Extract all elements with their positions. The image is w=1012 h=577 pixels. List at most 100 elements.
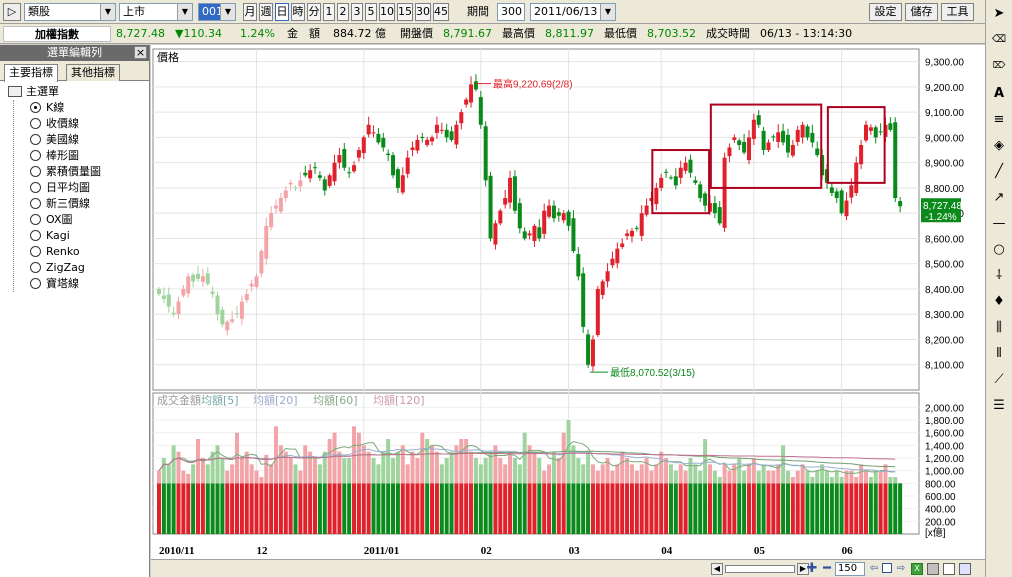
candle-body xyxy=(893,122,898,199)
text-tool-icon[interactable]: A xyxy=(993,86,1005,101)
tree-item-0[interactable]: K線 xyxy=(8,100,149,116)
image-icon[interactable] xyxy=(943,563,955,575)
volume-bar xyxy=(508,451,513,484)
volume-bar-base xyxy=(800,483,805,534)
period-button-12[interactable]: 45 xyxy=(433,3,449,21)
radio-icon[interactable] xyxy=(30,182,41,193)
period-button-8[interactable]: 5 xyxy=(365,3,377,21)
radio-icon[interactable] xyxy=(30,166,41,177)
radio-icon[interactable] xyxy=(30,278,41,289)
period-button-9[interactable]: 10 xyxy=(379,3,395,21)
volume-bar xyxy=(347,458,352,484)
tab-other-indicators[interactable]: 其他指標 xyxy=(66,64,120,81)
radio-icon[interactable] xyxy=(30,134,41,145)
volume-bar xyxy=(244,451,249,484)
fan-tool-icon[interactable]: ⟋ xyxy=(994,372,1004,387)
radio-icon[interactable] xyxy=(30,198,41,209)
period-button-1[interactable]: 週 xyxy=(259,3,273,21)
radio-icon[interactable] xyxy=(30,230,41,241)
period-tool-icon[interactable]: ⫼ xyxy=(996,320,1002,335)
zoom-out-icon[interactable]: ━ xyxy=(823,561,831,576)
erase-all-icon[interactable]: ⌦ xyxy=(992,61,1006,71)
tree-item-6[interactable]: 新三價線 xyxy=(8,196,149,212)
code-select[interactable]: 001 ▼ xyxy=(198,3,236,21)
volume-bar-base xyxy=(176,483,181,534)
tree-item-4[interactable]: 累積價量圖 xyxy=(8,164,149,180)
scroll-track[interactable] xyxy=(725,565,795,573)
tree-item-label: 累積價量圖 xyxy=(46,165,101,178)
save-button[interactable]: 儲存 xyxy=(905,3,938,21)
marker-tool-icon[interactable]: ♦ xyxy=(993,294,1005,309)
line-tool-icon[interactable]: ╱ xyxy=(995,164,1003,179)
tree-item-10[interactable]: ZigZag xyxy=(8,260,149,276)
chart-area[interactable]: 8,100.00 8,200.00 8,300.00 8,400.00 8,500.00… xyxy=(151,45,985,559)
tree-item-5[interactable]: 日平均圖 xyxy=(8,180,149,196)
tree-item-9[interactable]: Renko xyxy=(8,244,149,260)
arrow-right-icon[interactable]: ⇨ xyxy=(896,563,906,574)
tree-item-8[interactable]: Kagi xyxy=(8,228,149,244)
scroll-left-button[interactable]: ◀ xyxy=(711,563,723,575)
volume-bar xyxy=(888,477,893,484)
fill-icon[interactable]: ◈ xyxy=(994,138,1004,153)
play-button[interactable]: ▷ xyxy=(3,3,21,21)
tree-root[interactable]: 主選單 xyxy=(8,84,149,100)
vlines-tool-icon[interactable]: ⦀ xyxy=(996,346,1002,361)
arrow-tool-icon[interactable]: ↗ xyxy=(993,190,1005,205)
arrow-left-icon[interactable]: ⇦ xyxy=(869,563,879,574)
pointer-icon[interactable]: ➤ xyxy=(993,6,1005,21)
period-button-10[interactable]: 15 xyxy=(397,3,413,21)
volume-bar-base xyxy=(410,483,415,534)
radio-icon[interactable] xyxy=(30,102,41,113)
volume-bar-base xyxy=(547,483,552,534)
tab-main-indicators[interactable]: 主要指標 xyxy=(4,64,58,82)
radio-icon[interactable] xyxy=(30,262,41,273)
period-button-11[interactable]: 30 xyxy=(415,3,431,21)
chart-icon[interactable] xyxy=(959,563,971,575)
volume-bar xyxy=(420,432,425,484)
lines-icon[interactable]: ≡ xyxy=(993,112,1005,127)
radio-icon[interactable] xyxy=(30,118,41,129)
volume-bar xyxy=(278,445,283,484)
period-button-7[interactable]: 3 xyxy=(351,3,363,21)
period-button-0[interactable]: 月 xyxy=(243,3,257,21)
radio-icon[interactable] xyxy=(30,150,41,161)
tree-item-3[interactable]: 棒形圖 xyxy=(8,148,149,164)
high-value: 8,811.97 xyxy=(545,27,594,40)
print-icon[interactable] xyxy=(927,563,939,575)
period-input[interactable]: 300 xyxy=(497,3,525,21)
settings-button[interactable]: 設定 xyxy=(869,3,902,21)
scroll-right-button[interactable]: ▶ xyxy=(797,563,809,575)
period-button-3[interactable]: 時 xyxy=(291,3,305,21)
category-select[interactable]: 類股 ▼ xyxy=(24,3,116,21)
hline-tool-icon[interactable]: — xyxy=(992,216,1006,231)
square-icon[interactable] xyxy=(882,563,892,573)
low-annotation: 最低8,070.52(3/15) xyxy=(610,366,695,379)
tree-item-7[interactable]: OX圖 xyxy=(8,212,149,228)
market-select[interactable]: 上市 ▼ xyxy=(119,3,193,21)
tree-item-2[interactable]: 美國線 xyxy=(8,132,149,148)
excel-icon[interactable]: X xyxy=(911,563,923,575)
radio-icon[interactable] xyxy=(30,214,41,225)
volume-bar xyxy=(488,451,493,484)
fib-tool-icon[interactable]: ☰ xyxy=(993,398,1005,413)
close-icon[interactable]: × xyxy=(134,46,147,59)
candle-body xyxy=(347,172,352,174)
period-button-4[interactable]: 分 xyxy=(307,3,321,21)
zoom-in-icon[interactable]: ✚ xyxy=(806,561,818,576)
period-button-6[interactable]: 2 xyxy=(337,3,349,21)
volume-bar-base xyxy=(269,483,274,534)
pin-tool-icon[interactable]: ⸸ xyxy=(995,268,1003,283)
tools-button[interactable]: 工具 xyxy=(941,3,974,21)
eraser-icon[interactable]: ⌫ xyxy=(991,34,1007,45)
volume-bar xyxy=(191,464,196,484)
date-picker[interactable]: 2011/06/13 ▼ xyxy=(530,3,616,21)
period-button-2[interactable]: 日 xyxy=(275,3,289,21)
circle-tool-icon[interactable]: ○ xyxy=(993,242,1005,257)
tree-item-label: K線 xyxy=(46,101,65,114)
period-button-5[interactable]: 1 xyxy=(323,3,335,21)
stock-chart[interactable]: 8,100.00 8,200.00 8,300.00 8,400.00 8,500.00… xyxy=(151,45,985,559)
zoom-input[interactable]: 150 xyxy=(835,562,865,576)
tree-item-1[interactable]: 收價線 xyxy=(8,116,149,132)
tree-item-11[interactable]: 寶塔線 xyxy=(8,276,149,292)
radio-icon[interactable] xyxy=(30,246,41,257)
